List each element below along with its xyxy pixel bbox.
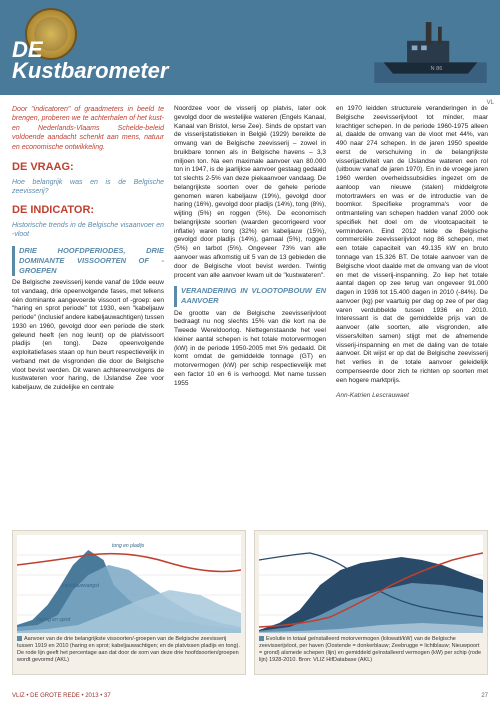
charts-row: tong en pladijs kabeljauwvangst haring e… bbox=[12, 530, 488, 675]
header-banner: DE Kustbarometer N 86 bbox=[0, 0, 500, 95]
chart-2-canvas bbox=[259, 535, 483, 633]
indicator-header: DE INDICATOR: bbox=[12, 203, 164, 218]
chart-2-caption: Evolutie in totaal geïnstalleerd motorve… bbox=[259, 636, 483, 664]
svg-text:N 86: N 86 bbox=[431, 66, 443, 72]
column-1: Door "indicatoren" of graadmeters in bee… bbox=[12, 105, 164, 400]
footer-source: VLIZ • DE GROTE REDE • 2013 • 37 bbox=[12, 693, 111, 699]
page-number: 27 bbox=[481, 693, 488, 699]
page-title: DE Kustbarometer bbox=[12, 40, 168, 82]
chart-1-canvas: tong en pladijs kabeljauwvangst haring e… bbox=[17, 535, 241, 633]
vraag-text: Hoe belangrijk was en is de Belgische ze… bbox=[12, 178, 164, 197]
para-1b: Noordzee voor de visserij op platvis, la… bbox=[174, 105, 326, 280]
indicator-text: Historische trends in de Belgische visaa… bbox=[12, 221, 164, 240]
subhead-2: VERANDERING IN VLOOTOPBOUW EN AANVOER bbox=[174, 286, 326, 306]
image-credit: VL bbox=[487, 100, 494, 106]
caption-marker-icon bbox=[17, 636, 22, 641]
author-credit: Ann-Katrien Lescrauwaet bbox=[336, 392, 488, 401]
subhead-1: DRIE HOOFDPERIODES, DRIE DOMINANTE VISSO… bbox=[12, 246, 164, 276]
column-3: en 1970 leidden structurele veranderinge… bbox=[336, 105, 488, 400]
chart-1: tong en pladijs kabeljauwvangst haring e… bbox=[12, 530, 246, 675]
page-footer: VLIZ • DE GROTE REDE • 2013 • 37 27 bbox=[12, 693, 488, 699]
chart1-leg-har: haring en sprot bbox=[37, 617, 70, 623]
column-2: Noordzee voor de visserij op platvis, la… bbox=[174, 105, 326, 400]
para-2a: De grootte van de Belgische zeevisserijv… bbox=[174, 310, 326, 389]
chart1-leg-kab: kabeljauwvangst bbox=[62, 583, 99, 589]
para-1a: De Belgische zeevisserij kende vanaf de … bbox=[12, 279, 164, 393]
chart1-leg-tong: tong en pladijs bbox=[112, 543, 144, 549]
ship-illustration: N 86 bbox=[373, 8, 488, 83]
chart-2: Evolutie in totaal geïnstalleerd motorve… bbox=[254, 530, 488, 675]
para-2b: en 1970 leidden structurele veranderinge… bbox=[336, 105, 488, 386]
article-body: Door "indicatoren" of graadmeters in bee… bbox=[0, 95, 500, 400]
vraag-header: DE VRAAG: bbox=[12, 160, 164, 175]
caption-marker-icon bbox=[259, 636, 264, 641]
chart-1-caption: Aanvoer van de drie belangrijkste vissoo… bbox=[17, 636, 241, 664]
intro-text: Door "indicatoren" of graadmeters in bee… bbox=[12, 105, 164, 152]
